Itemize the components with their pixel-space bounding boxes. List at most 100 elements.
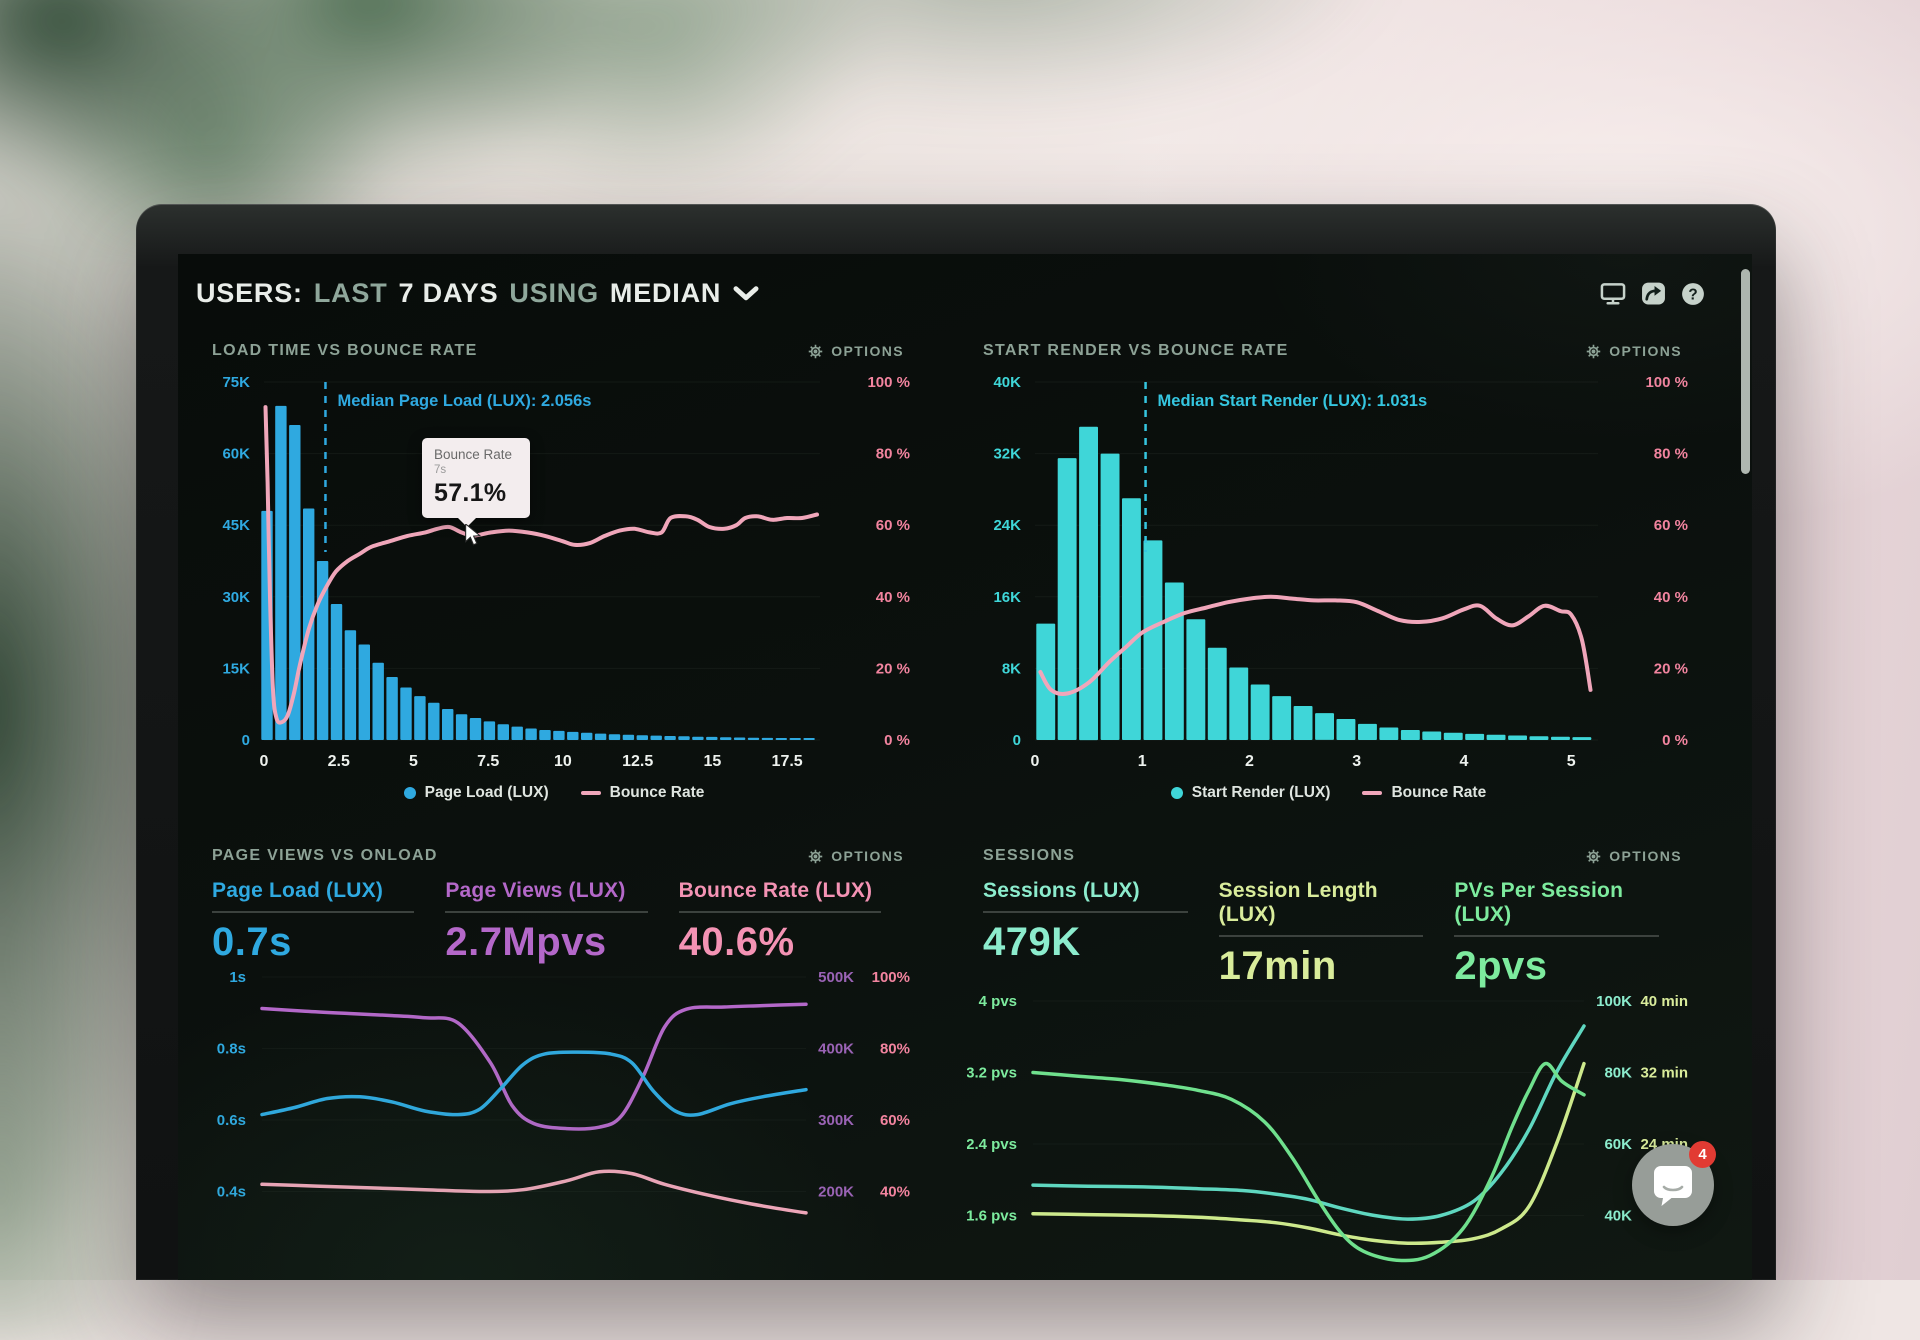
svg-text:15: 15 bbox=[703, 753, 721, 770]
svg-text:3: 3 bbox=[1352, 753, 1361, 770]
svg-text:80%: 80% bbox=[880, 1041, 910, 1058]
svg-text:40 %: 40 % bbox=[876, 589, 910, 606]
svg-text:100 %: 100 % bbox=[867, 374, 910, 391]
metrics-row: Sessions (LUX) 479K Session Length (LUX)… bbox=[967, 879, 1690, 989]
svg-text:400K: 400K bbox=[818, 1041, 854, 1058]
chat-bubble-icon bbox=[1654, 1166, 1692, 1206]
svg-text:20 %: 20 % bbox=[876, 660, 910, 677]
metrics-row: Page Load (LUX) 0.7s Page Views (LUX) 2.… bbox=[196, 879, 912, 965]
svg-text:4 pvs: 4 pvs bbox=[979, 993, 1017, 1010]
svg-text:24K: 24K bbox=[993, 517, 1021, 534]
gear-icon bbox=[1586, 849, 1601, 863]
title-segment: 7 DAYS bbox=[398, 278, 499, 308]
svg-text:0: 0 bbox=[260, 753, 269, 770]
options-button[interactable]: OPTIONS bbox=[808, 343, 904, 359]
panel-page-views-vs-onload: PAGE VIEWS VS ONLOAD OPTIONS Page Load (… bbox=[196, 843, 912, 1280]
svg-text:45K: 45K bbox=[222, 517, 250, 534]
panel-title: PAGE VIEWS VS ONLOAD bbox=[212, 847, 438, 864]
dashboard-screen: USERS: LAST 7 DAYS USING MEDIAN ? bbox=[178, 254, 1752, 1280]
svg-text:20 %: 20 % bbox=[1654, 660, 1688, 677]
svg-text:75K: 75K bbox=[222, 374, 250, 391]
svg-text:3.2 pvs: 3.2 pvs bbox=[967, 1065, 1017, 1082]
svg-text:100 %: 100 % bbox=[1645, 374, 1688, 391]
svg-text:0.6s: 0.6s bbox=[217, 1112, 246, 1129]
title-segment: USING bbox=[509, 278, 599, 308]
load-time-chart: 75K 100 % 60K 80 % 45K 60 % 30K 40 % 15K 20 % 0 0 %… bbox=[222, 374, 910, 770]
svg-text:8K: 8K bbox=[1002, 660, 1021, 677]
svg-text:2: 2 bbox=[1245, 753, 1254, 770]
chat-unread-badge: 4 bbox=[1689, 1141, 1716, 1168]
legend-item: Bounce Rate bbox=[1362, 784, 1486, 802]
title-segment: USERS: bbox=[196, 278, 303, 308]
svg-text:0.4s: 0.4s bbox=[217, 1184, 246, 1201]
legend-dot-swatch bbox=[403, 787, 416, 799]
svg-text:7.5: 7.5 bbox=[477, 753, 499, 770]
svg-text:15K: 15K bbox=[222, 660, 250, 677]
svg-text:100%: 100% bbox=[872, 969, 910, 986]
svg-text:60 %: 60 % bbox=[1654, 517, 1688, 534]
svg-text:0: 0 bbox=[1013, 732, 1021, 749]
svg-text:4: 4 bbox=[1459, 753, 1468, 770]
gear-icon bbox=[808, 344, 823, 358]
metric-page-load: Page Load (LUX) 0.7s bbox=[212, 879, 445, 965]
title-segment: LAST bbox=[313, 278, 388, 308]
svg-text:300K: 300K bbox=[818, 1112, 854, 1129]
sessions-chart: 4 pvs 3.2 pvs 2.4 pvs 1.6 pvs 100K 80K 60K 40K 4… bbox=[967, 993, 1688, 1263]
scrollbar[interactable] bbox=[1741, 269, 1750, 474]
svg-text:32 min: 32 min bbox=[1640, 1065, 1688, 1082]
app-header: USERS: LAST 7 DAYS USING MEDIAN ? bbox=[196, 278, 1730, 309]
svg-text:80 %: 80 % bbox=[876, 446, 910, 463]
mouse-cursor bbox=[464, 524, 483, 546]
svg-text:Median Start Render (LUX): 1.0: Median Start Render (LUX): 1.031s bbox=[1158, 392, 1428, 410]
legend-item: Page Load (LUX) bbox=[403, 784, 549, 802]
svg-text:80 %: 80 % bbox=[1654, 446, 1688, 463]
title-segment: MEDIAN bbox=[609, 278, 722, 308]
svg-text:12.5: 12.5 bbox=[622, 753, 653, 770]
panel-load-time-vs-bounce-rate: LOAD TIME VS BOUNCE RATE OPTIONS 75K 100 … bbox=[196, 338, 912, 806]
svg-text:40 %: 40 % bbox=[1654, 589, 1688, 606]
svg-text:1s: 1s bbox=[229, 969, 246, 986]
svg-text:0 %: 0 % bbox=[884, 732, 910, 749]
svg-text:5: 5 bbox=[1567, 753, 1576, 770]
share-icon[interactable] bbox=[1640, 281, 1666, 307]
laptop-frame: USERS: LAST 7 DAYS USING MEDIAN ? bbox=[136, 204, 1776, 1280]
chart-legend: Page Load (LUX) Bounce Rate bbox=[196, 780, 912, 806]
svg-text:32K: 32K bbox=[993, 446, 1021, 463]
svg-text:17.5: 17.5 bbox=[772, 753, 803, 770]
svg-text:1: 1 bbox=[1138, 753, 1147, 770]
page-title: USERS: LAST 7 DAYS USING MEDIAN bbox=[196, 278, 759, 309]
svg-text:0: 0 bbox=[242, 732, 250, 749]
panel-sessions: SESSIONS OPTIONS Sessions (LUX) 479K Ses… bbox=[967, 843, 1690, 1280]
svg-text:2.4 pvs: 2.4 pvs bbox=[967, 1136, 1017, 1153]
chart-legend: Start Render (LUX) Bounce Rate bbox=[967, 780, 1690, 806]
metric-pvs-per-session: PVs Per Session (LUX) 2pvs bbox=[1454, 879, 1690, 989]
svg-text:60K: 60K bbox=[222, 446, 250, 463]
svg-text:2.5: 2.5 bbox=[328, 753, 350, 770]
svg-text:100K: 100K bbox=[1596, 993, 1632, 1010]
display-icon[interactable] bbox=[1600, 281, 1626, 307]
metric-sessions: Sessions (LUX) 479K bbox=[983, 879, 1219, 989]
svg-text:60%: 60% bbox=[880, 1112, 910, 1129]
svg-text:60 %: 60 % bbox=[876, 517, 910, 534]
options-button[interactable]: OPTIONS bbox=[1586, 343, 1682, 359]
svg-text:Median Page Load (LUX): 2.056s: Median Page Load (LUX): 2.056s bbox=[337, 392, 591, 410]
svg-text:40K: 40K bbox=[1604, 1208, 1632, 1225]
panel-title: SESSIONS bbox=[983, 847, 1076, 864]
options-button[interactable]: OPTIONS bbox=[808, 848, 904, 864]
svg-text:80K: 80K bbox=[1604, 1065, 1632, 1082]
legend-item: Bounce Rate bbox=[580, 784, 704, 802]
svg-text:60K: 60K bbox=[1604, 1136, 1632, 1153]
page-views-onload-chart: 1s 0.8s 0.6s 0.4s 500K 400K 300K 200K 100% 80% 60%… bbox=[217, 969, 910, 1215]
panel-start-render-vs-bounce-rate: START RENDER VS BOUNCE RATE OPTIONS 40K 1… bbox=[967, 338, 1690, 806]
chat-widget-button[interactable]: 4 bbox=[1632, 1141, 1716, 1226]
metric-session-length: Session Length (LUX) 17min bbox=[1218, 879, 1455, 989]
legend-dot-swatch bbox=[1170, 787, 1183, 799]
metric-page-views: Page Views (LUX) 2.7Mpvs bbox=[445, 879, 678, 965]
svg-text:0.8s: 0.8s bbox=[217, 1041, 246, 1058]
legend-line-swatch bbox=[580, 791, 601, 795]
svg-text:40K: 40K bbox=[993, 374, 1021, 391]
chart-tooltip: Bounce Rate 7s 57.1% bbox=[422, 438, 530, 527]
options-button[interactable]: OPTIONS bbox=[1586, 848, 1682, 864]
help-icon[interactable]: ? bbox=[1680, 281, 1706, 307]
chevron-down-icon[interactable] bbox=[733, 281, 759, 307]
